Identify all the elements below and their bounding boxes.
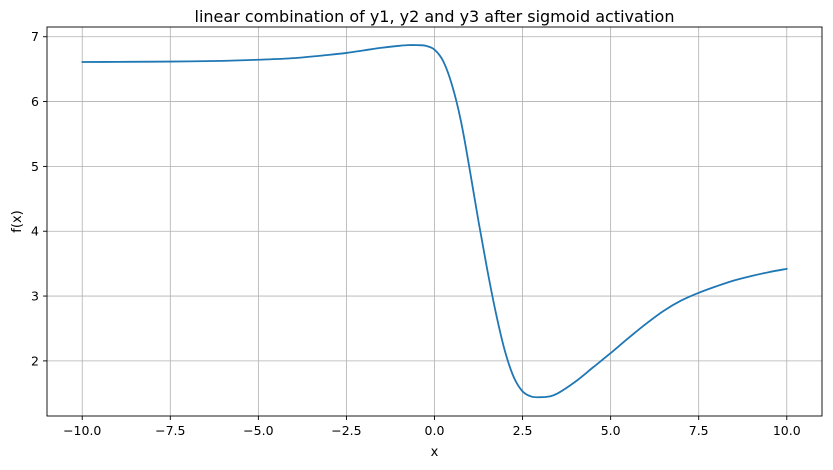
x-axis: −10.0 −7.5 −5.0 −2.5 0.0 2.5 5.0 7.5 10.0 xyxy=(63,416,801,438)
y-axis: 2 3 4 5 6 7 xyxy=(31,29,47,368)
y-tick-label: 6 xyxy=(31,94,39,109)
x-axis-label: x xyxy=(431,445,439,460)
x-tick-label: 5.0 xyxy=(601,423,621,438)
y-tick-label: 7 xyxy=(31,29,39,44)
series-layer xyxy=(81,44,788,399)
grid-lines xyxy=(47,27,822,416)
chart-title: linear combination of y1, y2 and y3 afte… xyxy=(195,7,675,26)
y-tick-label: 3 xyxy=(31,289,39,304)
x-tick-label: 7.5 xyxy=(689,423,709,438)
y-axis-label: f(x) xyxy=(10,210,25,232)
x-tick-label: −7.5 xyxy=(155,423,185,438)
x-tick-label: 10.0 xyxy=(773,423,801,438)
x-tick-label: −5.0 xyxy=(243,423,273,438)
y-tick-label: 5 xyxy=(31,159,39,174)
x-tick-label: −2.5 xyxy=(331,423,361,438)
y-tick-label: 4 xyxy=(31,224,39,239)
x-tick-label: 2.5 xyxy=(513,423,533,438)
series-line-0 xyxy=(81,44,788,399)
x-tick-label: −10.0 xyxy=(63,423,101,438)
x-tick-label: 0.0 xyxy=(425,423,445,438)
y-tick-label: 2 xyxy=(31,353,39,368)
